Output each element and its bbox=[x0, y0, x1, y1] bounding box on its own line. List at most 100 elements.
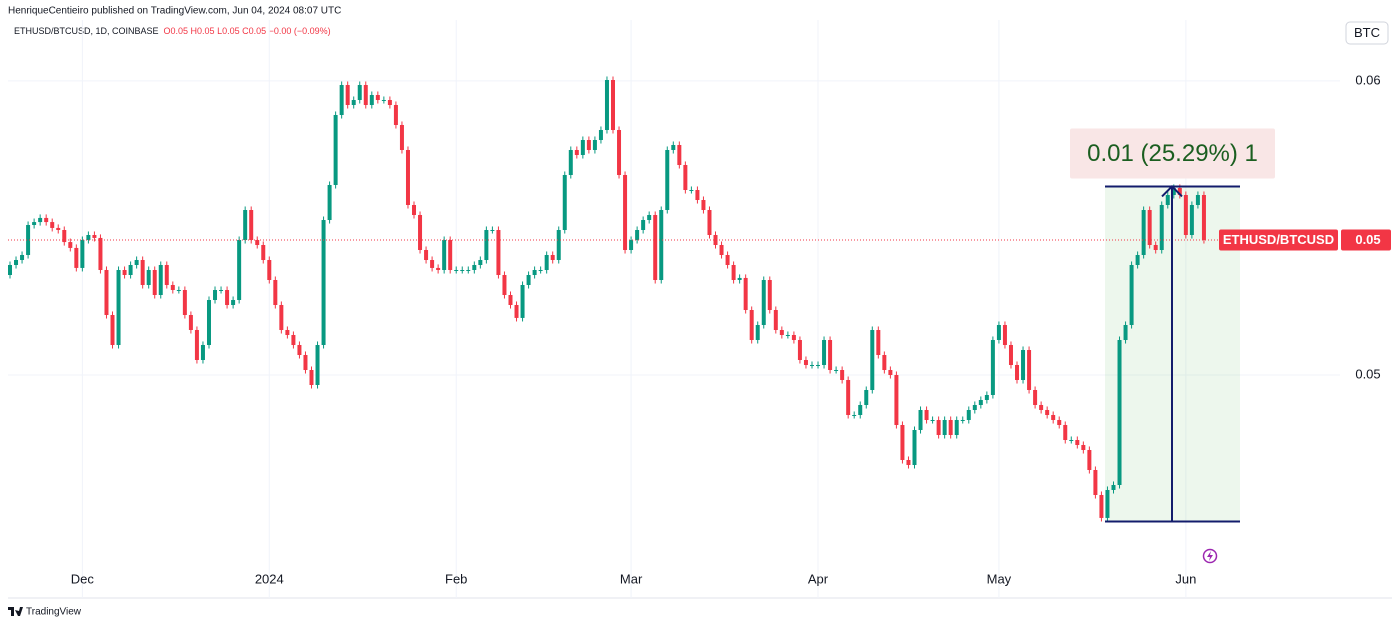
candle-body bbox=[785, 335, 790, 336]
candle-body bbox=[689, 190, 694, 191]
series-name: ETHUSD/BTCUSD bbox=[1223, 232, 1334, 247]
candle-body bbox=[158, 265, 163, 295]
candle-body bbox=[1177, 187, 1182, 195]
candle-body bbox=[828, 340, 833, 370]
candle-body bbox=[574, 150, 579, 155]
candle-body bbox=[182, 290, 187, 315]
candle-body bbox=[683, 165, 688, 190]
candle-body bbox=[641, 220, 646, 230]
candle-body bbox=[80, 240, 85, 268]
symbol-info: ETHUSD/BTCUSD, 1D, COINBASE bbox=[14, 26, 159, 36]
candle-body bbox=[176, 290, 181, 291]
measure-arrow bbox=[1161, 185, 1183, 198]
candle-body bbox=[894, 375, 899, 425]
x-tick-label: Mar bbox=[620, 571, 643, 586]
candle-body bbox=[1123, 325, 1128, 340]
last-price-label: 0.05 bbox=[1355, 232, 1380, 247]
candle-body bbox=[816, 365, 821, 366]
candle-body bbox=[822, 340, 827, 365]
candle-body bbox=[671, 145, 676, 150]
candle-body bbox=[936, 420, 941, 435]
candle-body bbox=[834, 370, 839, 371]
candle-body bbox=[809, 365, 814, 366]
candle-body bbox=[369, 95, 374, 105]
candle-body bbox=[1093, 470, 1098, 495]
candle-body bbox=[321, 220, 326, 345]
candle-body bbox=[496, 230, 501, 275]
candle-body bbox=[134, 260, 139, 265]
x-tick-label: 2024 bbox=[255, 571, 284, 586]
candle-body bbox=[188, 315, 193, 330]
candle-body bbox=[225, 290, 230, 305]
candle-body bbox=[592, 140, 597, 150]
last-price-tag bbox=[1341, 229, 1391, 251]
candle-body bbox=[520, 285, 525, 318]
candle-body bbox=[797, 340, 802, 360]
candle-body bbox=[478, 260, 483, 265]
candle-body bbox=[508, 295, 513, 305]
candle-body bbox=[1021, 350, 1026, 380]
candle-body bbox=[104, 270, 109, 315]
candle-body bbox=[448, 240, 453, 270]
candle-body bbox=[912, 430, 917, 465]
candle-body bbox=[1171, 187, 1176, 195]
candle-body bbox=[924, 410, 929, 420]
candle-body bbox=[791, 335, 796, 340]
candle-body bbox=[1105, 490, 1110, 518]
candle-body bbox=[393, 105, 398, 125]
candle-body bbox=[846, 380, 851, 415]
candle-body bbox=[532, 270, 537, 275]
candle-body bbox=[725, 255, 730, 265]
candle-body bbox=[1002, 325, 1007, 345]
candle-body bbox=[864, 390, 869, 405]
currency-button-label[interactable]: BTC bbox=[1354, 25, 1380, 40]
series-name-tag bbox=[1219, 229, 1338, 251]
currency-button[interactable] bbox=[1345, 21, 1389, 45]
candle-body bbox=[743, 277, 748, 310]
candle-body bbox=[526, 275, 531, 285]
candle-body bbox=[375, 95, 380, 100]
candle-body bbox=[50, 222, 55, 228]
candle-body bbox=[267, 260, 272, 280]
candle-body bbox=[194, 330, 199, 360]
candle-body bbox=[948, 420, 953, 435]
candle-body bbox=[1189, 205, 1194, 235]
candle-body bbox=[56, 227, 61, 230]
candle-body bbox=[550, 255, 555, 260]
candle-body bbox=[978, 400, 983, 405]
x-tick-label: Dec bbox=[71, 571, 95, 586]
alert-icon bbox=[1202, 548, 1218, 564]
candle-body bbox=[773, 310, 778, 330]
candle-body bbox=[611, 80, 615, 130]
candle-body bbox=[333, 115, 338, 185]
candle-body bbox=[309, 370, 314, 385]
candle-body bbox=[1033, 390, 1038, 405]
candle-body bbox=[454, 270, 459, 271]
measure-label-box bbox=[1070, 128, 1275, 179]
candle-body bbox=[297, 345, 302, 355]
candle-body bbox=[1117, 340, 1122, 485]
candle-body bbox=[140, 260, 145, 285]
candle-body bbox=[146, 270, 151, 285]
candle-body bbox=[858, 405, 863, 415]
footer-brand: TradingView bbox=[26, 607, 82, 618]
candle-body bbox=[484, 230, 489, 260]
candle-body bbox=[876, 330, 881, 355]
candle-body bbox=[237, 240, 242, 300]
candle-body bbox=[1135, 255, 1140, 265]
y-tick-label: 0.05 bbox=[1355, 366, 1380, 381]
published-line: HenriqueCentieiro published on TradingVi… bbox=[8, 6, 341, 17]
candle-body bbox=[1075, 440, 1080, 445]
candle-body bbox=[279, 305, 284, 330]
candle-body bbox=[755, 325, 760, 340]
candle-body bbox=[960, 420, 965, 421]
x-tick-label: Jun bbox=[1175, 571, 1196, 586]
candle-body bbox=[598, 130, 603, 140]
candle-body bbox=[647, 215, 652, 220]
candle-body bbox=[26, 225, 31, 255]
candle-body bbox=[164, 265, 169, 285]
candle-body bbox=[1087, 450, 1092, 470]
candle-body bbox=[327, 185, 332, 220]
candle-body bbox=[32, 222, 37, 225]
